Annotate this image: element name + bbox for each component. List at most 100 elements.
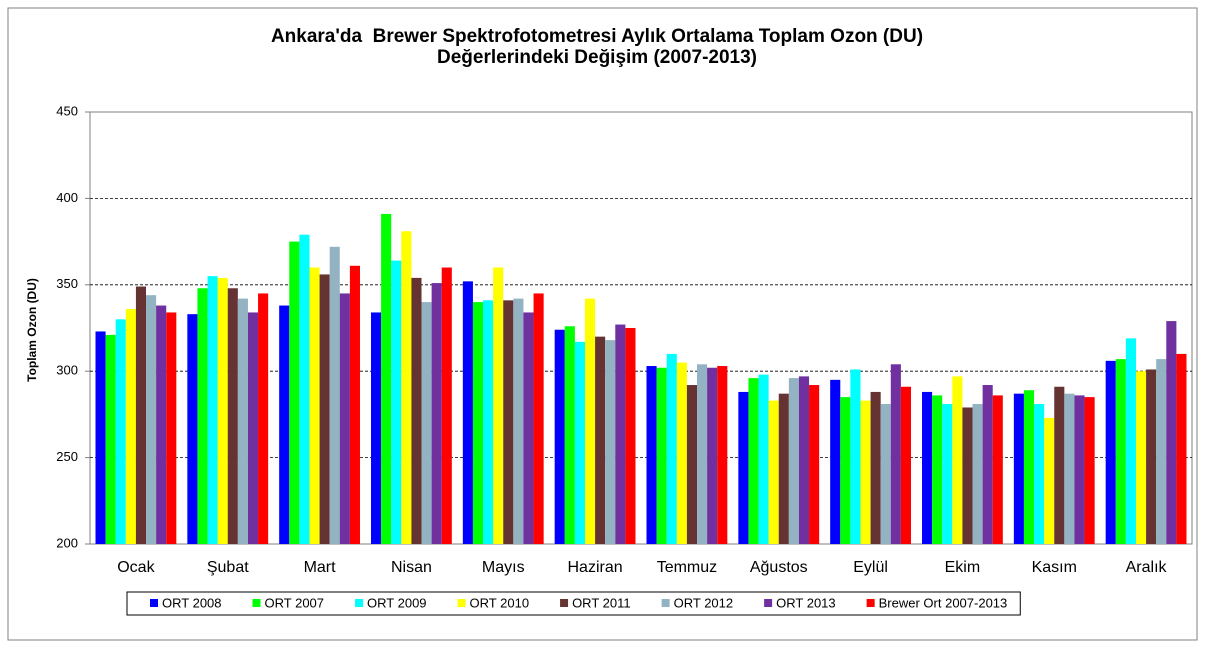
bar [656, 367, 667, 544]
bar [738, 391, 749, 544]
bar [880, 404, 891, 544]
legend-swatch [150, 599, 158, 607]
legend-label: ORT 2007 [265, 595, 325, 610]
bar [258, 293, 269, 544]
y-tick-label: 300 [56, 363, 78, 378]
x-tick-label: Eylül [853, 559, 888, 576]
bar [237, 298, 248, 544]
bar [758, 374, 769, 544]
bar [992, 395, 1003, 544]
bar [666, 353, 677, 544]
bar [564, 326, 575, 544]
y-tick-label: 250 [56, 449, 78, 464]
plot-area [89, 111, 1193, 545]
bar [441, 267, 452, 544]
bar [1023, 390, 1035, 544]
legend-swatch [252, 599, 261, 607]
bar [1054, 386, 1065, 544]
bar [1166, 321, 1177, 544]
legend-label: ORT 2009 [367, 595, 427, 610]
bar [371, 312, 382, 544]
bar [840, 397, 851, 544]
x-tick-label: Mart [304, 559, 337, 576]
bar [1146, 369, 1157, 544]
chart-title: Değerlerindeki Değişim (2007-2013) [437, 47, 757, 68]
bar [421, 302, 432, 544]
bar [584, 298, 596, 544]
x-tick-label: Ağustos [750, 559, 808, 576]
legend-swatch [560, 599, 569, 607]
bar [217, 277, 228, 544]
legend-label: ORT 2013 [776, 595, 836, 610]
bar [1115, 359, 1126, 544]
bar [207, 276, 218, 544]
bar [197, 288, 208, 544]
x-tick-label: Aralık [1126, 559, 1168, 576]
y-tick-label: 200 [56, 535, 78, 550]
chart-title: Ankara'da Brewer Spektrofotometresi Aylı… [271, 26, 923, 47]
bar [411, 277, 422, 544]
bar [1074, 395, 1085, 544]
bar [227, 288, 238, 544]
bar [105, 334, 116, 544]
bar [952, 376, 963, 544]
bar [503, 300, 514, 544]
x-tick-label: Mayıs [482, 559, 525, 576]
bar [339, 293, 350, 544]
bar [289, 241, 300, 544]
legend-swatch [764, 599, 773, 607]
bar [1176, 353, 1187, 544]
bar [972, 404, 983, 544]
bar [431, 283, 442, 544]
legend-label: Brewer Ort 2007-2013 [879, 595, 1008, 610]
bar [625, 328, 636, 544]
legend-label: ORT 2010 [470, 595, 530, 610]
bar [615, 324, 626, 544]
bar [809, 385, 820, 544]
bar [309, 267, 320, 544]
legend-swatch [661, 599, 670, 607]
bar [299, 234, 310, 545]
bar [1034, 404, 1045, 544]
bar [319, 274, 330, 544]
bar [462, 281, 473, 544]
bar [1013, 393, 1024, 544]
x-tick-label: Temmuz [657, 559, 717, 576]
bar [1084, 397, 1095, 544]
bar [768, 400, 779, 544]
bar [513, 298, 524, 544]
bar [942, 404, 953, 544]
bar [717, 366, 728, 544]
bar [135, 286, 147, 544]
bar [605, 340, 616, 544]
bar [574, 341, 585, 544]
bar [279, 305, 290, 544]
bar [932, 395, 943, 544]
x-tick-label: Kasım [1032, 559, 1077, 576]
bar [533, 293, 544, 544]
bar [125, 308, 136, 544]
bar [707, 367, 718, 544]
bar [493, 267, 504, 544]
legend [126, 591, 1021, 616]
bar [391, 260, 402, 544]
x-tick-label: Şubat [207, 559, 249, 576]
y-tick-label: 450 [56, 103, 78, 118]
bar [401, 231, 412, 544]
y-axis-label: Toplam Ozon (DU) [25, 278, 39, 382]
bar [381, 213, 392, 544]
legend-label: ORT 2012 [674, 595, 734, 610]
bar [523, 312, 534, 544]
bar [1125, 338, 1136, 544]
bar [1105, 360, 1116, 544]
bar [349, 265, 360, 544]
bar [166, 312, 177, 544]
bar [686, 385, 698, 544]
legend-label: ORT 2008 [162, 595, 222, 610]
y-tick-label: 350 [56, 276, 78, 291]
bar [156, 305, 167, 544]
bar [982, 385, 993, 544]
bar [890, 364, 901, 544]
legend-swatch [457, 599, 466, 607]
bar [1135, 371, 1147, 544]
